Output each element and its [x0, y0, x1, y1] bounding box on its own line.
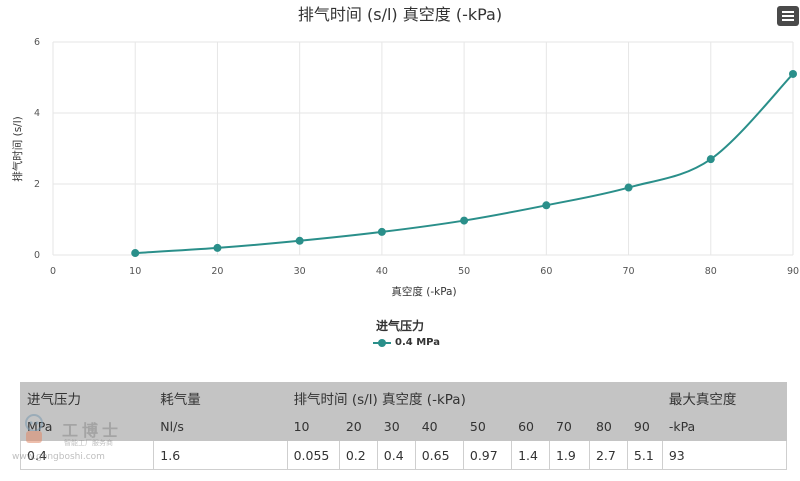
table-header-cell: 40 — [414, 412, 464, 441]
data-point — [377, 227, 386, 236]
x-axis-ticks: 0 10 20 30 40 50 60 70 80 90 — [50, 266, 799, 277]
x-tick-label: 10 — [129, 266, 141, 277]
chart-series — [131, 69, 797, 258]
table-cell: 0.2 — [338, 440, 378, 470]
table-cell: 0.97 — [462, 440, 513, 470]
y-axis-ticks: 0 2 4 6 — [34, 37, 40, 261]
table-cell: 5.1 — [626, 440, 663, 470]
chart-title: 排气时间 (s/l) 真空度 (-kPa) — [298, 5, 502, 24]
data-point — [295, 236, 304, 245]
line-chart: 0 10 20 30 40 50 60 70 80 90 0 2 4 6 排气时间 (s/l) 真空度 … — [11, 5, 799, 298]
table-header-cell: 30 — [376, 412, 416, 441]
table-row: 0.4 1.6 0.055 0.2 0.4 0.65 0.97 1.4 1.9 … — [19, 440, 788, 470]
data-point — [213, 243, 222, 252]
table-cell: 0.055 — [286, 440, 340, 470]
table-cell: 2.7 — [588, 440, 628, 470]
table-cell: 1.6 — [153, 440, 288, 470]
table-header-cell: 10 — [286, 412, 340, 441]
data-point — [131, 249, 140, 258]
data-point — [706, 155, 715, 164]
x-tick-label: 50 — [458, 266, 470, 277]
y-tick-label: 4 — [34, 108, 40, 119]
legend-label: 0.4 MPa — [395, 337, 440, 348]
data-point — [542, 201, 551, 210]
table-header-cell: 80 — [588, 412, 628, 441]
x-tick-label: 70 — [623, 266, 635, 277]
y-tick-label: 6 — [34, 37, 40, 48]
table-header-row-2: MPa Nl/s 10 20 30 40 50 60 70 80 90 -kPa — [19, 412, 788, 441]
data-point — [789, 69, 797, 78]
table-header-cell: 50 — [462, 412, 513, 441]
table-header-cell: -kPa — [661, 412, 788, 441]
table-header-cell: 90 — [626, 412, 663, 441]
table-header-cell: 耗气量 — [153, 382, 288, 413]
x-tick-label: 90 — [787, 266, 799, 277]
table-header-cell: MPa — [19, 412, 155, 441]
x-axis-label: 真空度 (-kPa) — [391, 285, 456, 298]
table-cell: 93 — [661, 440, 788, 470]
y-tick-label: 2 — [34, 179, 40, 190]
x-tick-label: 80 — [705, 266, 717, 277]
y-tick-label: 0 — [34, 250, 40, 261]
x-tick-label: 20 — [211, 266, 223, 277]
x-tick-label: 60 — [540, 266, 552, 277]
legend-marker — [373, 338, 391, 348]
table-header-row-1: 进气压力 耗气量 排气时间 (s/l) 真空度 (-kPa) 最大真空度 — [19, 382, 788, 413]
table-header-cell: Nl/s — [153, 412, 288, 441]
table-header-cell: 20 — [338, 412, 378, 441]
table-cell: 0.4 — [19, 440, 155, 470]
table-header-cell: 最大真空度 — [661, 382, 788, 413]
table-header-cell: 排气时间 (s/l) 真空度 (-kPa) — [286, 382, 663, 413]
spec-table: 进气压力 耗气量 排气时间 (s/l) 真空度 (-kPa) 最大真空度 MPa… — [19, 382, 788, 470]
table-cell: 0.65 — [414, 440, 464, 470]
chart-grid — [52, 41, 794, 256]
table-header-cell: 进气压力 — [19, 382, 155, 413]
x-tick-label: 0 — [50, 266, 56, 277]
legend-title: 进气压力 — [375, 319, 424, 333]
legend-item-series-0[interactable]: 0.4 MPa — [373, 337, 440, 348]
x-tick-label: 30 — [294, 266, 306, 277]
table-cell: 1.9 — [548, 440, 590, 470]
table-header-cell: 60 — [511, 412, 550, 441]
data-point — [624, 183, 633, 192]
table-cell: 0.4 — [376, 440, 416, 470]
table-cell: 1.4 — [511, 440, 550, 470]
x-tick-label: 40 — [376, 266, 388, 277]
chart-menu-button[interactable] — [777, 6, 799, 26]
data-point — [460, 216, 469, 225]
table-header-cell: 70 — [548, 412, 590, 441]
y-axis-label: 排气时间 (s/l) — [11, 116, 24, 181]
